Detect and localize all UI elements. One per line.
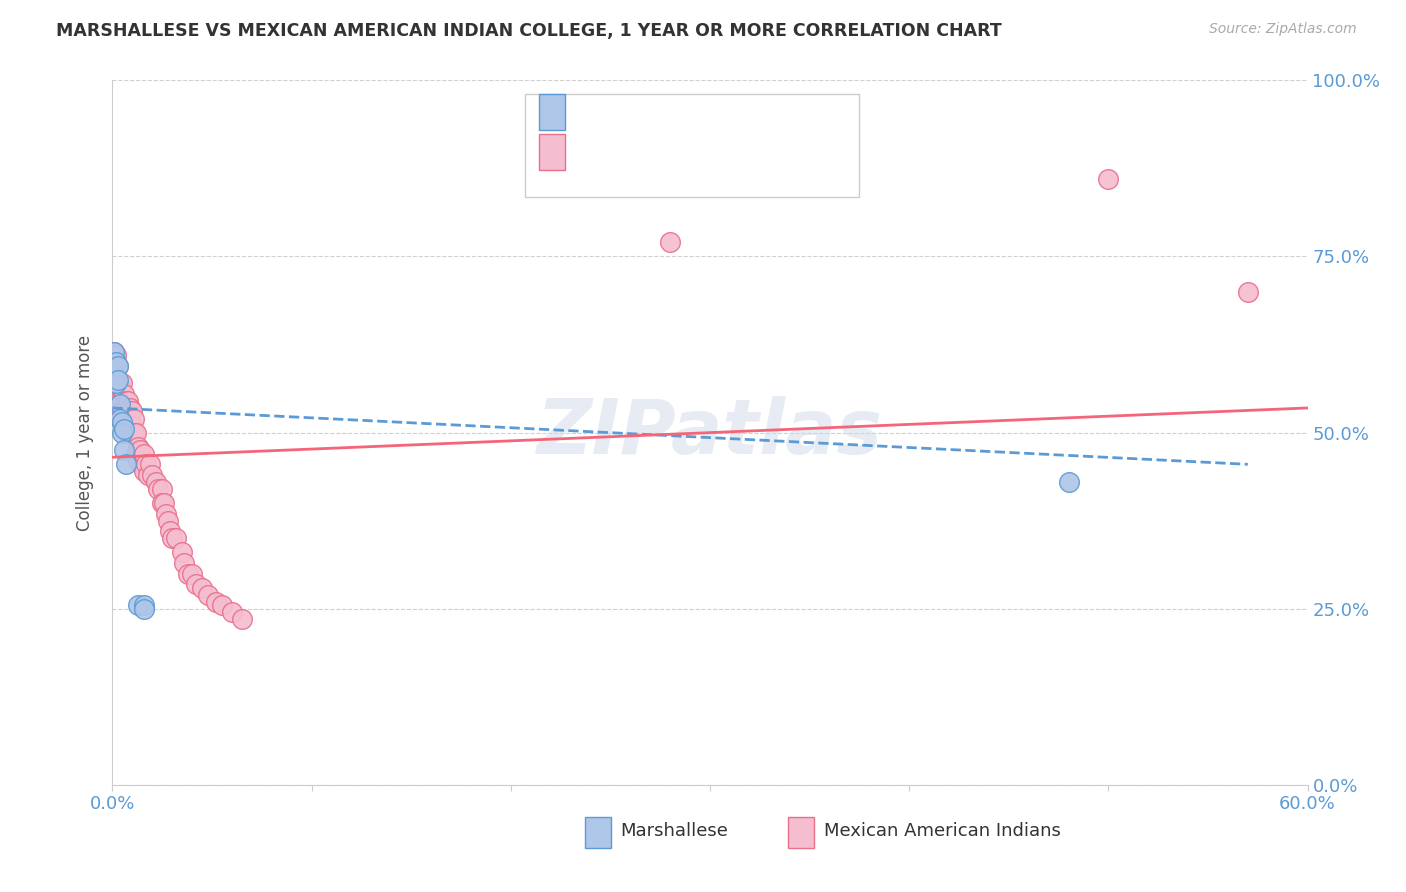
Point xyxy=(1057,475,1080,489)
Text: 16: 16 xyxy=(768,103,793,121)
Text: Source: ZipAtlas.com: Source: ZipAtlas.com xyxy=(1209,22,1357,37)
Point xyxy=(114,443,135,458)
Point xyxy=(120,415,142,429)
Point xyxy=(107,359,129,373)
Point xyxy=(177,566,200,581)
Point xyxy=(157,514,180,528)
Point xyxy=(127,440,149,454)
Point xyxy=(148,482,170,496)
Point xyxy=(197,588,219,602)
Point xyxy=(125,447,148,461)
Point xyxy=(159,524,181,539)
Point xyxy=(153,496,176,510)
Point xyxy=(150,482,173,496)
FancyBboxPatch shape xyxy=(787,817,814,848)
Point xyxy=(181,566,204,581)
Point xyxy=(114,418,135,433)
Point xyxy=(211,599,233,613)
FancyBboxPatch shape xyxy=(538,94,565,130)
Point xyxy=(105,380,128,394)
Point xyxy=(114,387,135,401)
Text: 63: 63 xyxy=(768,143,793,161)
Point xyxy=(103,369,125,384)
FancyBboxPatch shape xyxy=(585,817,610,848)
Text: MARSHALLESE VS MEXICAN AMERICAN INDIAN COLLEGE, 1 YEAR OR MORE CORRELATION CHART: MARSHALLESE VS MEXICAN AMERICAN INDIAN C… xyxy=(56,22,1002,40)
Point xyxy=(1237,285,1260,299)
Point xyxy=(110,397,132,411)
Point xyxy=(107,359,129,373)
Point xyxy=(134,599,156,613)
Point xyxy=(231,612,253,626)
FancyBboxPatch shape xyxy=(538,134,565,170)
Text: N =: N = xyxy=(716,143,756,161)
Point xyxy=(221,605,243,619)
Point xyxy=(135,458,157,472)
Point xyxy=(124,411,146,425)
Point xyxy=(162,532,183,546)
Point xyxy=(191,581,214,595)
Point xyxy=(129,443,152,458)
Point xyxy=(134,464,156,478)
Point xyxy=(105,348,128,362)
Point xyxy=(121,404,143,418)
Point xyxy=(186,577,208,591)
Point xyxy=(1097,172,1119,186)
Point xyxy=(111,376,134,391)
Point xyxy=(103,344,125,359)
Point xyxy=(150,496,173,510)
Point xyxy=(141,467,163,482)
Point xyxy=(114,401,135,415)
Point xyxy=(145,475,167,489)
FancyBboxPatch shape xyxy=(524,95,859,196)
Text: N =: N = xyxy=(716,103,756,121)
Point xyxy=(134,447,156,461)
Point xyxy=(115,393,138,408)
Point xyxy=(103,344,125,359)
Point xyxy=(115,415,138,429)
Point xyxy=(205,595,228,609)
Point xyxy=(117,408,139,422)
Point xyxy=(107,397,129,411)
Point xyxy=(173,556,195,570)
Point xyxy=(110,393,132,408)
Point xyxy=(110,411,132,425)
Y-axis label: College, 1 year or more: College, 1 year or more xyxy=(76,334,94,531)
Point xyxy=(111,425,134,440)
Text: Marshallese: Marshallese xyxy=(620,822,728,839)
Text: 0.093: 0.093 xyxy=(636,143,693,161)
Point xyxy=(107,373,129,387)
Point xyxy=(125,425,148,440)
Point xyxy=(107,376,129,391)
Point xyxy=(127,454,149,468)
Point xyxy=(110,380,132,394)
Point xyxy=(114,422,135,436)
Point xyxy=(659,235,682,250)
Text: R =: R = xyxy=(579,103,617,121)
Point xyxy=(134,601,156,615)
Text: Mexican American Indians: Mexican American Indians xyxy=(824,822,1060,839)
Point xyxy=(111,393,134,408)
Point xyxy=(115,458,138,472)
Point xyxy=(111,411,134,425)
Point xyxy=(127,599,149,613)
Text: R =: R = xyxy=(579,143,623,161)
Point xyxy=(120,401,142,415)
Point xyxy=(115,401,138,415)
Point xyxy=(121,418,143,433)
Point xyxy=(117,425,139,440)
Point xyxy=(165,532,187,546)
Point xyxy=(111,415,134,429)
Point xyxy=(131,458,153,472)
Point xyxy=(117,393,139,408)
Text: -0.073: -0.073 xyxy=(636,103,700,121)
Point xyxy=(124,425,146,440)
Point xyxy=(172,545,194,559)
Point xyxy=(105,355,128,369)
Point xyxy=(105,376,128,391)
Point xyxy=(155,507,177,521)
Point xyxy=(139,458,162,472)
Text: ZIPatlas: ZIPatlas xyxy=(537,396,883,469)
Point xyxy=(138,467,160,482)
